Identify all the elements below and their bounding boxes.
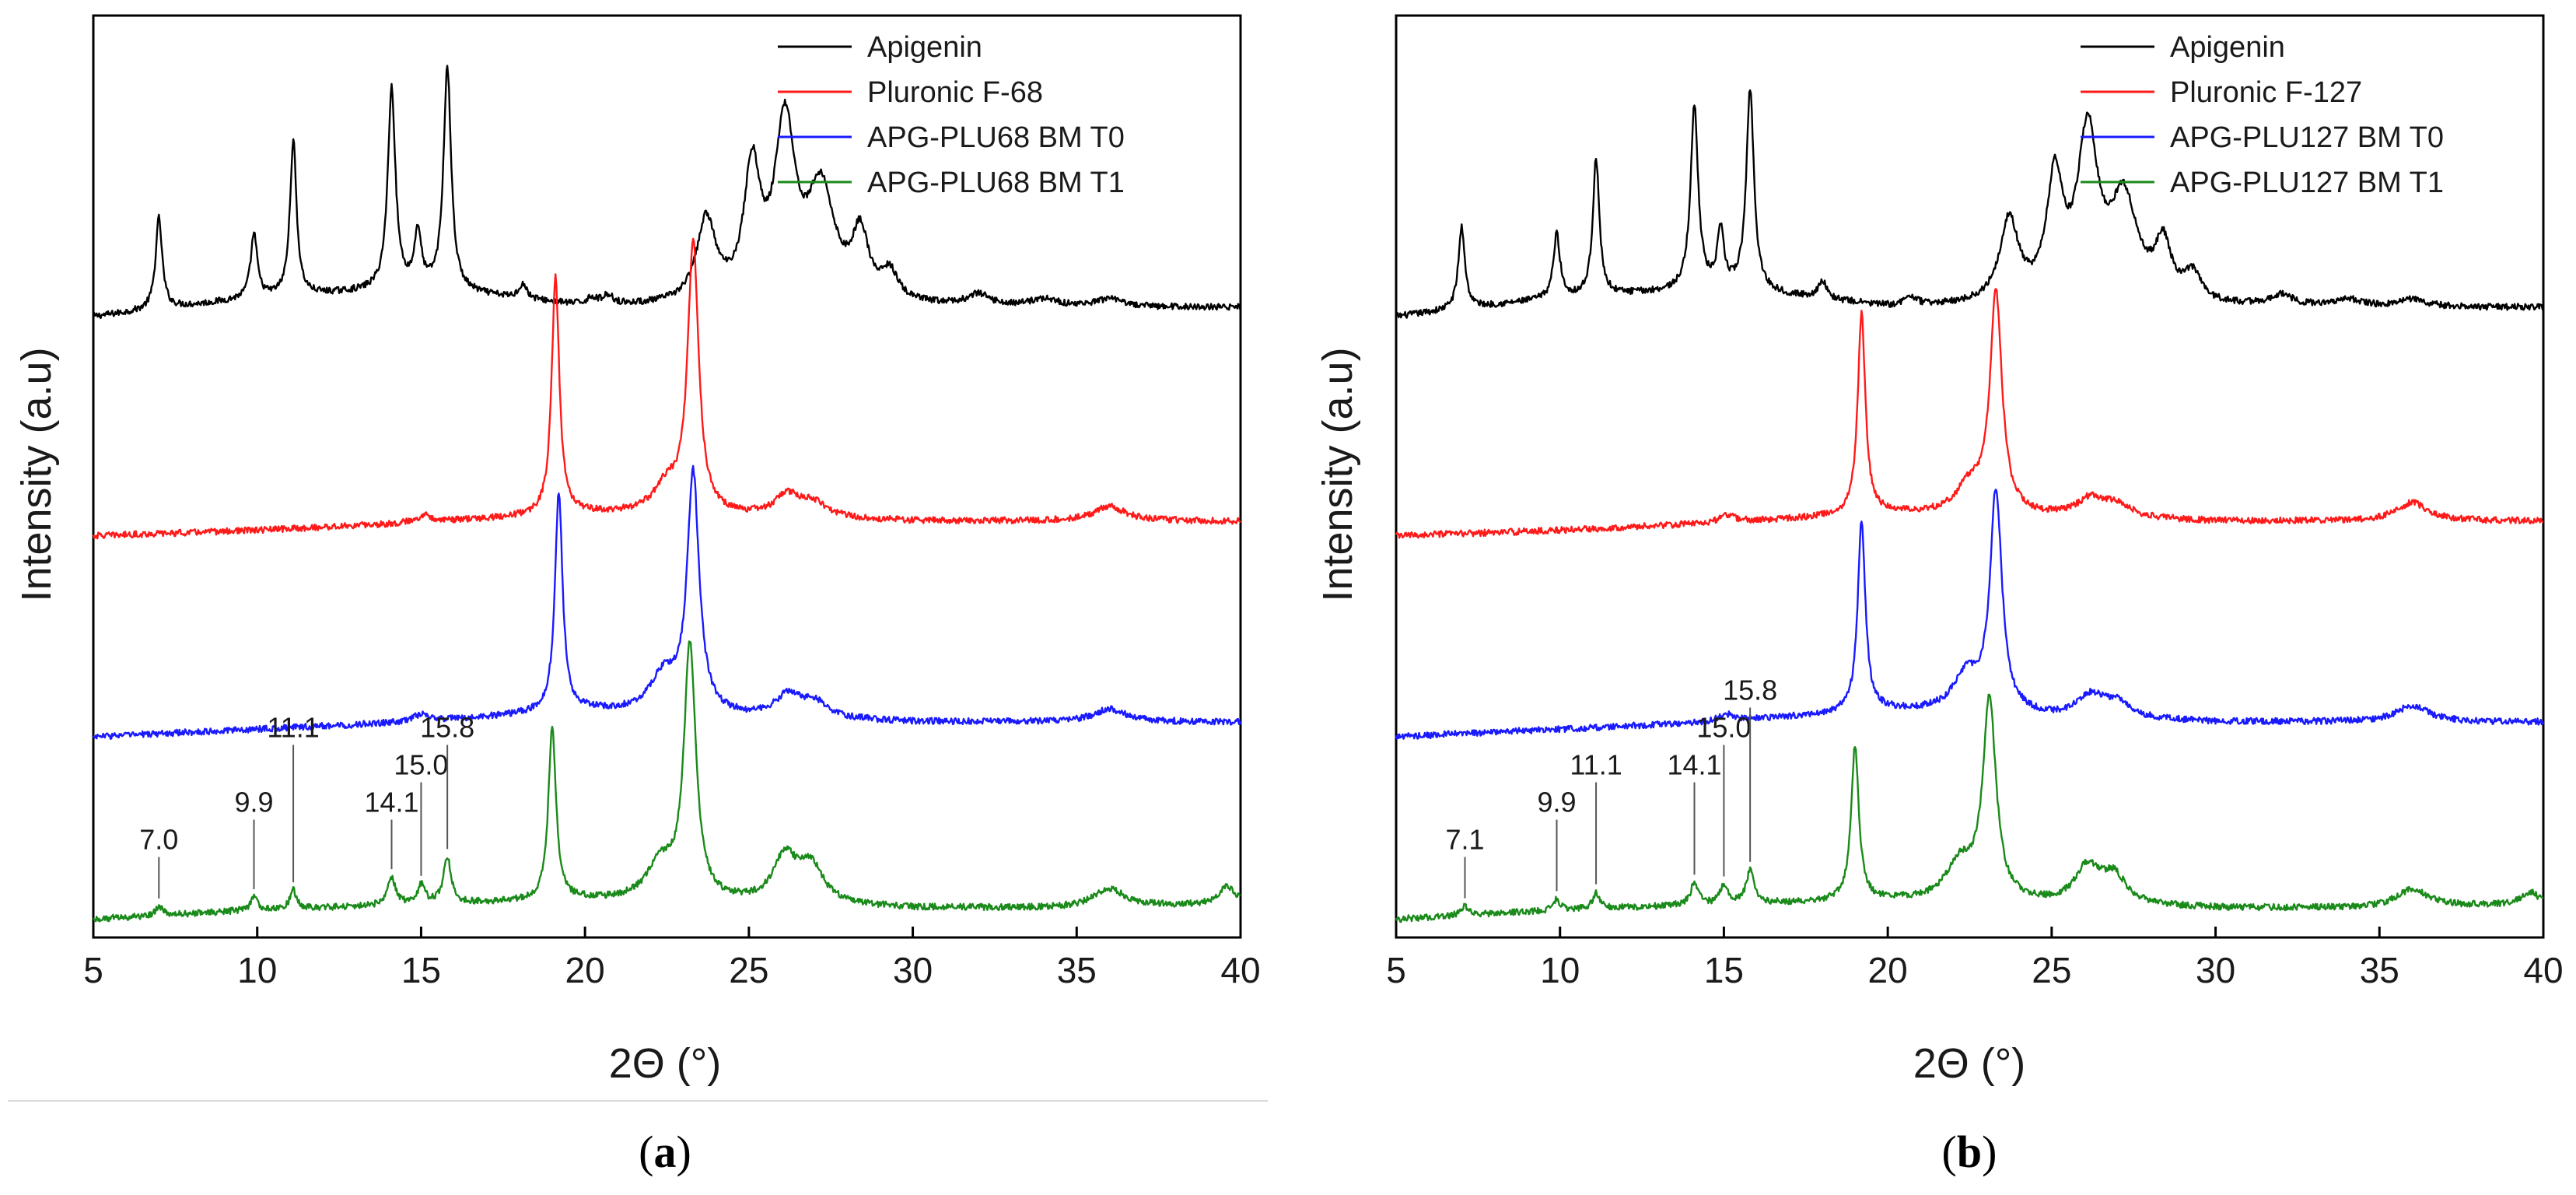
panel-b-x-tick-label: 25 <box>2032 950 2071 990</box>
panel-b-series-line <box>1395 89 2545 319</box>
panel-a-x-tick-label: 30 <box>893 950 933 990</box>
panel-a-x-tick-label: 20 <box>565 950 605 990</box>
panel-a-legend-label: Pluronic F-68 <box>867 76 1043 109</box>
panel-b-peak-label: 11.1 <box>1570 749 1622 781</box>
panel-b-legend-label: APG-PLU127 BM T0 <box>2170 121 2444 154</box>
panel-a-peak-label: 15.0 <box>394 749 448 781</box>
panel-b-x-tick-label: 35 <box>2360 950 2399 990</box>
panel-a-x-tick-label: 10 <box>237 950 277 990</box>
panel-a-plot-frame <box>92 14 1242 939</box>
panel-b-x-tick-label: 30 <box>2196 950 2235 990</box>
panel-b-peak-annotations: 7.1 9.9 11.1 14.1 15.0 15.8 <box>1445 675 1777 899</box>
panel-b-series-line <box>1395 489 2545 740</box>
panel-b-y-axis-title: Intensity (a.u) <box>1314 347 1361 601</box>
panel-a-x-tick-label: 35 <box>1057 950 1097 990</box>
panel-a-peak-label: 9.9 <box>234 787 273 818</box>
panel-b-peak-label: 14.1 <box>1667 749 1721 781</box>
panel-b-peak-label: 7.1 <box>1445 824 1484 856</box>
panel-b-x-tick-label: 5 <box>1386 950 1406 990</box>
panel-a-x-axis-title: 2Θ (°) <box>609 1040 722 1087</box>
panel-a-peak-label: 14.1 <box>364 787 418 818</box>
panel-a-peak-annotations: 7.0 9.9 11.1 14.1 15.0 15.8 <box>139 712 474 899</box>
panel-a-x-tick-label: 15 <box>401 950 441 990</box>
panel-b-x-tick-label: 20 <box>1868 950 1908 990</box>
panel-a-y-axis-title: Intensity (a.u) <box>13 347 60 601</box>
panel-a-series-line <box>93 640 1241 923</box>
panel-a-legend-label: APG-PLU68 BM T0 <box>867 121 1125 154</box>
panel-b-legend-label: Pluronic F-127 <box>2170 76 2362 109</box>
panel-a-x-tick-label: 5 <box>83 950 103 990</box>
panel-b-peak-label: 15.0 <box>1696 712 1751 744</box>
panel-a-series-line <box>92 464 1242 740</box>
panel-a-legend-label: APG-PLU68 BM T1 <box>867 166 1125 199</box>
panel-a-x-tick-label: 25 <box>729 950 768 990</box>
panel-b-plot-frame <box>1395 14 2545 939</box>
panel-a-x-tick-label: 40 <box>1220 950 1260 990</box>
panel-a-series <box>92 65 1242 923</box>
panel-a-series-line <box>92 65 1242 320</box>
panel-a-peak-label: 15.8 <box>420 712 474 744</box>
panel-a-x-ticks: 5 10 15 20 25 30 35 40 <box>83 927 1261 990</box>
panel-b-legend: Apigenin Pluronic F-127 APG-PLU127 BM T0 AP… <box>2081 31 2444 199</box>
panel-b-x-tick-label: 10 <box>1540 950 1580 990</box>
panel-b-x-tick-label: 15 <box>1704 950 1744 990</box>
panel-b-series-line <box>1395 288 2544 539</box>
panel-b-peak-label: 9.9 <box>1537 787 1576 818</box>
panel-b-series-line <box>1395 693 2544 923</box>
panel-a-legend-label: Apigenin <box>867 31 982 64</box>
panel-b-legend-label: APG-PLU127 BM T1 <box>2170 166 2444 199</box>
panel-b-x-tick-label: 40 <box>2523 950 2563 990</box>
panel-b-x-ticks: 5 10 15 20 25 30 35 40 <box>1386 927 2564 990</box>
panel-a: 5 10 15 20 25 30 35 40 7.0 9.9 11.1 14.1 15.0 15.8 A… <box>8 14 1268 1177</box>
panel-a-peak-label: 7.0 <box>139 824 178 856</box>
panel-b-series <box>1395 89 2545 923</box>
panel-b-peak-label: 15.8 <box>1723 675 1777 706</box>
panel-b-legend-label: Apigenin <box>2170 31 2285 64</box>
panel-b-x-axis-title: 2Θ (°) <box>1913 1040 2026 1087</box>
panel-b-label: (b) <box>1942 1127 1997 1177</box>
panel-a-series-line <box>92 237 1241 540</box>
panel-a-label: (a) <box>639 1127 691 1177</box>
panel-a-legend: Apigenin Pluronic F-68 APG-PLU68 BM T0 APG-… <box>778 31 1125 199</box>
panel-b: 5 10 15 20 25 30 35 40 7.1 9.9 11.1 14.1 15.0 15.8 A… <box>1314 14 2564 1177</box>
panel-a-peak-label: 11.1 <box>267 712 319 744</box>
